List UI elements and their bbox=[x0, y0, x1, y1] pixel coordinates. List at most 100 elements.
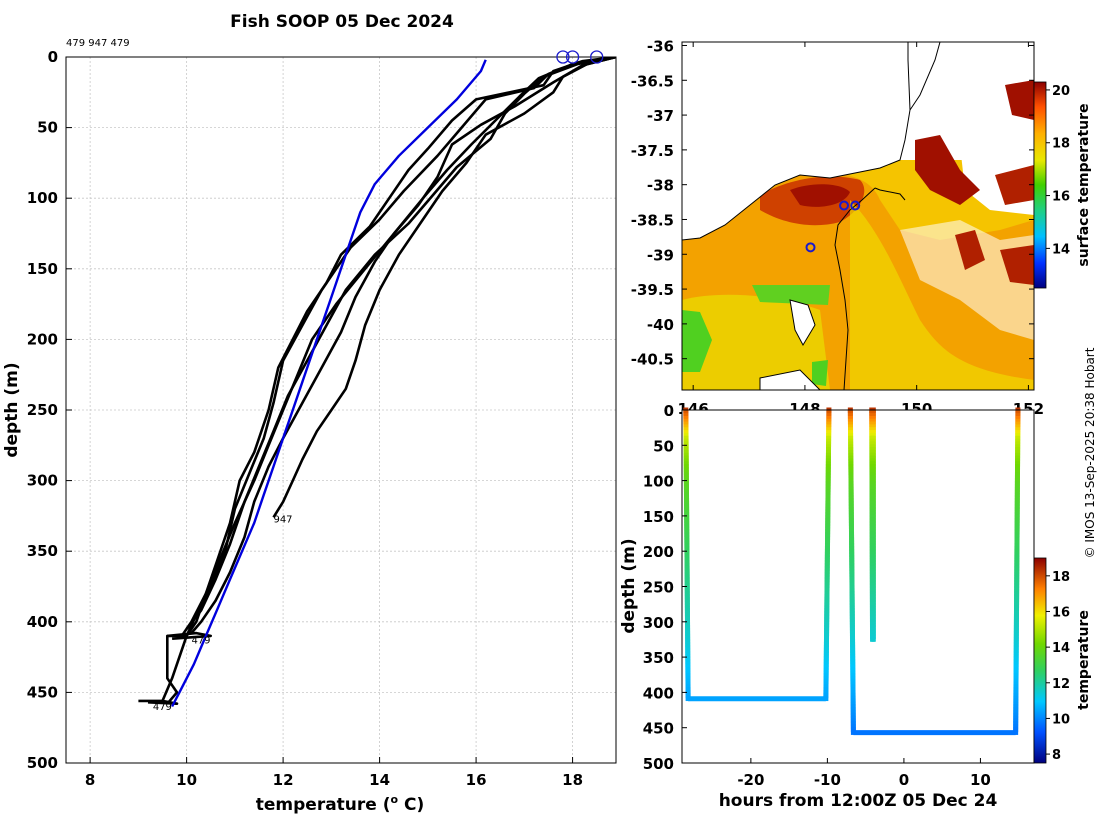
dt-downcast-seg bbox=[684, 543, 690, 549]
dt-upcast-seg bbox=[1014, 483, 1020, 490]
dt-upcast-seg bbox=[825, 452, 831, 459]
dt-downcast-seg bbox=[683, 472, 689, 478]
temp-cbar-tick-label: 10 bbox=[1052, 712, 1070, 727]
dt-upcast-seg bbox=[825, 455, 831, 462]
dt-upcast-seg bbox=[825, 506, 831, 512]
dt-upcast-seg bbox=[1013, 619, 1019, 625]
sea-green-patch-3 bbox=[812, 360, 828, 386]
dt-downcast-seg bbox=[850, 675, 856, 682]
temp-cbar-tick-label: 12 bbox=[1052, 677, 1070, 692]
warm-patch-e2 bbox=[955, 230, 985, 270]
dt-downcast-seg bbox=[684, 559, 690, 566]
temp-cbar-tick-label: 18 bbox=[1052, 570, 1070, 585]
dt-downcast-seg bbox=[685, 678, 691, 685]
dt-y-tick-label: 50 bbox=[653, 437, 674, 455]
dt-upcast-seg bbox=[824, 608, 830, 614]
dt-downcast-seg bbox=[849, 559, 855, 566]
dt-downcast-seg bbox=[684, 523, 690, 529]
dt-downcast-seg bbox=[850, 723, 856, 730]
dt-upcast-seg bbox=[824, 627, 830, 634]
map-lat-label: -40.5 bbox=[631, 351, 674, 369]
dt-downcast-seg bbox=[849, 534, 855, 541]
dt-downcast-seg bbox=[848, 427, 854, 433]
station-marker bbox=[850, 200, 861, 211]
dt-downcast-seg bbox=[683, 418, 689, 425]
dt-downcast-seg bbox=[850, 639, 856, 645]
warm-patch-n bbox=[915, 135, 980, 205]
sea-green-patch-1 bbox=[682, 310, 712, 372]
dt-upcast-seg bbox=[1015, 466, 1021, 473]
map-lat-label: -36 bbox=[647, 37, 674, 55]
dt-upcast-seg bbox=[1013, 610, 1019, 617]
dt-downcast-seg bbox=[849, 630, 855, 637]
dt-downcast-seg bbox=[850, 667, 856, 673]
dt-upcast-seg bbox=[1015, 435, 1021, 442]
dt-x-tick-label: 0 bbox=[899, 771, 909, 789]
y-tick-label: 500 bbox=[27, 754, 58, 772]
dt-upcast-seg bbox=[825, 495, 831, 501]
sst-cbar-tick-label: 16 bbox=[1052, 190, 1070, 205]
dt-upcast-seg bbox=[870, 497, 876, 504]
dt-upcast-seg bbox=[823, 689, 829, 696]
dt-downcast-seg bbox=[685, 658, 691, 665]
dt-downcast-seg bbox=[849, 531, 855, 538]
dt-ylabel: depth (m) bbox=[619, 538, 639, 633]
surface-marker bbox=[590, 50, 604, 64]
dt-downcast-seg bbox=[684, 596, 690, 603]
dt-upcast-seg bbox=[870, 627, 876, 634]
land-victoria bbox=[682, 42, 911, 241]
dt-upcast-seg bbox=[1014, 562, 1020, 569]
dt-downcast-seg bbox=[849, 599, 855, 606]
dt-downcast-seg bbox=[683, 475, 689, 481]
dt-upcast-seg bbox=[1013, 726, 1019, 733]
dt-upcast-seg bbox=[824, 599, 830, 606]
dt-downcast-seg bbox=[849, 585, 855, 591]
dt-downcast-seg bbox=[849, 554, 855, 560]
dt-upcast-seg bbox=[1014, 568, 1020, 574]
dt-plot-area bbox=[682, 410, 1034, 763]
dt-downcast-seg bbox=[683, 438, 689, 445]
dt-upcast-seg bbox=[870, 486, 876, 493]
dt-upcast-seg bbox=[1013, 653, 1019, 659]
dt-downcast-seg bbox=[685, 633, 691, 639]
dt-upcast-seg bbox=[823, 678, 829, 685]
dt-downcast-seg bbox=[684, 562, 690, 569]
dt-upcast-seg bbox=[823, 687, 829, 693]
dt-upcast-seg bbox=[1015, 441, 1021, 447]
dt-downcast-seg bbox=[684, 517, 690, 524]
y-tick-label: 50 bbox=[37, 119, 58, 137]
dt-upcast-seg bbox=[1013, 622, 1019, 628]
dt-upcast-seg bbox=[1014, 531, 1020, 538]
dt-downcast-seg bbox=[685, 653, 691, 659]
dt-upcast-seg bbox=[823, 667, 829, 673]
dt-upcast-seg bbox=[826, 413, 832, 419]
dt-upcast-seg bbox=[1014, 599, 1020, 606]
dt-upcast-seg bbox=[1015, 449, 1021, 456]
dt-downcast-seg bbox=[849, 576, 855, 583]
dt-upcast-seg bbox=[825, 540, 831, 546]
dt-upcast-seg bbox=[1014, 551, 1020, 558]
dt-upcast-seg bbox=[1013, 664, 1019, 670]
dt-upcast-seg bbox=[1013, 661, 1019, 668]
dt-upcast-seg bbox=[1014, 593, 1020, 600]
dt-upcast-seg bbox=[1013, 627, 1019, 634]
dt-downcast-seg bbox=[850, 704, 856, 710]
dt-downcast-seg bbox=[850, 720, 856, 727]
dt-upcast-seg bbox=[870, 528, 876, 535]
dt-downcast-seg bbox=[848, 461, 854, 467]
dt-upcast-seg bbox=[824, 576, 830, 583]
dt-upcast-seg bbox=[824, 610, 830, 617]
dt-downcast-seg bbox=[849, 568, 855, 574]
dt-upcast-seg bbox=[1015, 424, 1021, 430]
dt-downcast-seg bbox=[683, 424, 689, 430]
profile-line-479c bbox=[180, 57, 616, 637]
dt-upcast-seg bbox=[1014, 478, 1020, 484]
profile-line-479-tail-b bbox=[138, 699, 179, 706]
dt-upcast-seg bbox=[870, 591, 876, 597]
dt-upcast-seg bbox=[870, 506, 876, 512]
dt-upcast-seg bbox=[825, 531, 831, 538]
dt-upcast-seg bbox=[1014, 571, 1020, 577]
dt-downcast-seg bbox=[849, 551, 855, 558]
dt-downcast-seg bbox=[848, 509, 854, 515]
dt-downcast-seg bbox=[685, 647, 691, 654]
